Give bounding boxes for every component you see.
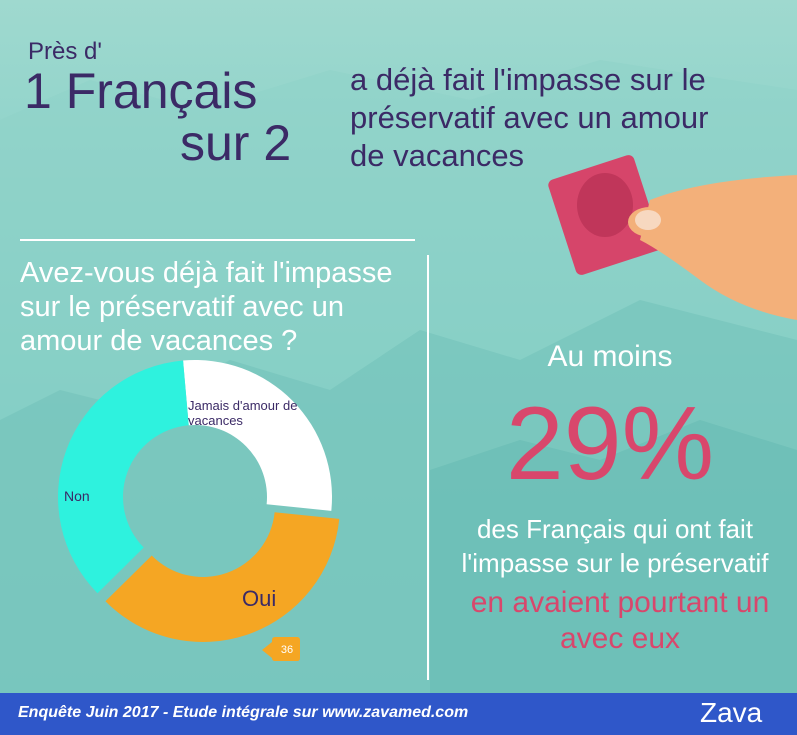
donut-segment bbox=[105, 512, 340, 642]
statement-line: a déjà fait l'impasse sur le bbox=[350, 62, 706, 97]
value-tag bbox=[262, 637, 300, 661]
lead: Près d' bbox=[28, 38, 102, 65]
headline: sur 2 bbox=[180, 115, 292, 171]
segment-label: Jamais d'amour de vacances bbox=[188, 398, 298, 428]
statement-line: préservatif avec un amour bbox=[350, 100, 709, 135]
headline: 1 Français bbox=[24, 63, 258, 119]
donut-segment bbox=[183, 360, 332, 511]
segment-label: Non bbox=[64, 488, 90, 504]
brand: Zava bbox=[700, 697, 763, 728]
donut-segment bbox=[57, 360, 189, 594]
stat-figure: 29% bbox=[505, 386, 715, 502]
stat-intro: Au moins bbox=[547, 340, 673, 373]
segment-label: Oui bbox=[242, 586, 277, 611]
hand-illustration bbox=[548, 155, 797, 320]
value-label: 36 bbox=[281, 644, 293, 656]
chart-title: Avez-vous déjà fait l'impasse sur le pré… bbox=[20, 257, 393, 357]
statement-line: de vacances bbox=[350, 138, 525, 173]
footer-text: Enquête Juin 2017 - Etude intégrale sur … bbox=[18, 704, 469, 721]
stat-line: des Français qui ont fait l'impasse sur … bbox=[461, 514, 769, 578]
stat-line: en avaient pourtant un avec eux bbox=[470, 586, 770, 655]
